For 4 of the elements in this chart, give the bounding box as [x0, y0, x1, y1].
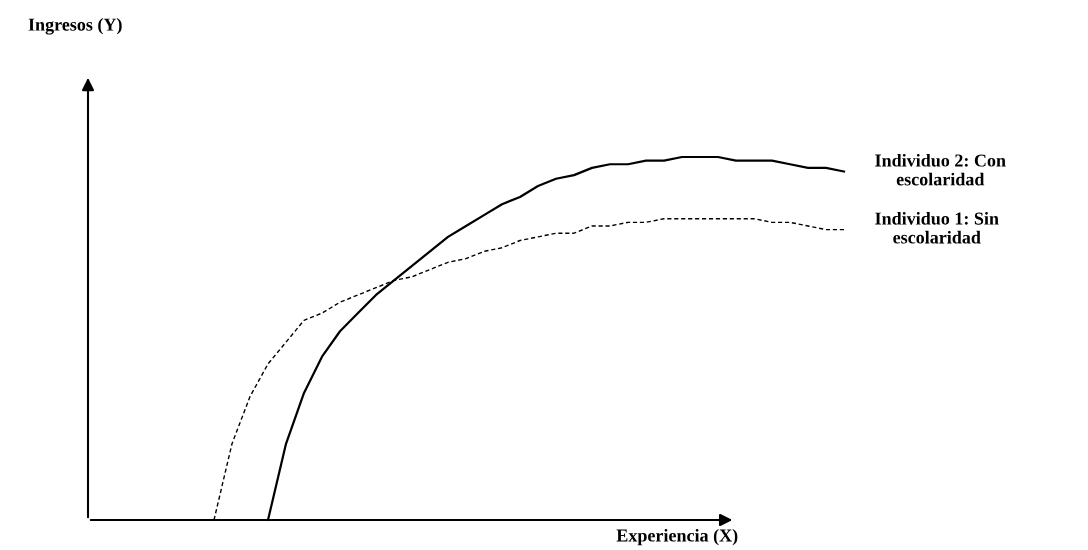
text: Ingresos (Y) — [28, 18, 122, 35]
series-label: Individuo 2: Con escolaridad — [875, 153, 1006, 186]
series-label: Individuo 1: Sin escolaridad — [875, 211, 999, 244]
x-axis-title: Experiencia (X) — [616, 528, 738, 546]
